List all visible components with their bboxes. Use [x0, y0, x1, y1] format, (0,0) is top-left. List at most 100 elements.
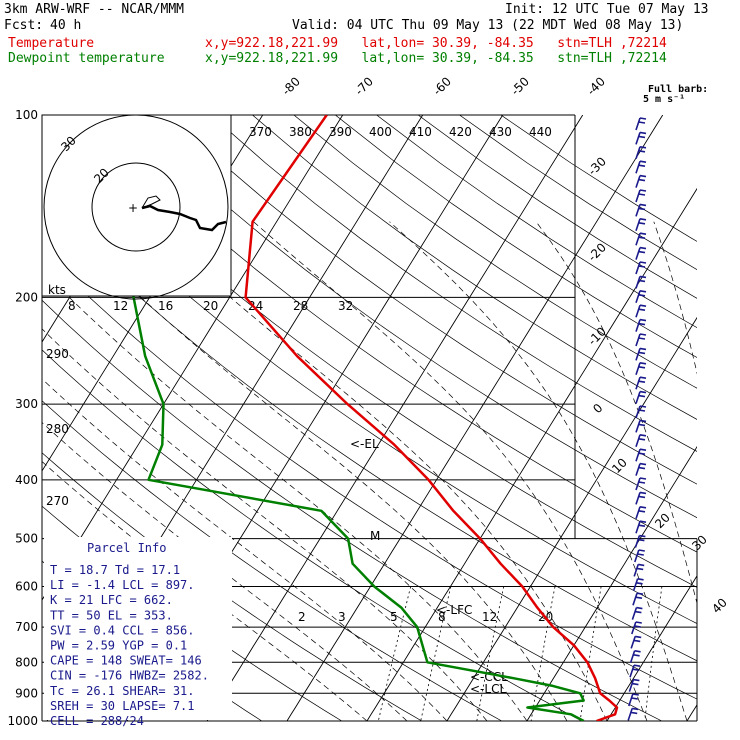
wind-barb-flag [639, 174, 647, 178]
wind-barb-flag [632, 668, 640, 671]
temperature-axis-label: 0 [590, 401, 605, 416]
annotation-label: <-CCL [470, 670, 508, 684]
isotherm-line [526, 445, 697, 721]
wind-barb-flag [639, 534, 646, 538]
dry-adiabat-line [293, 115, 697, 389]
temperature-axis-label: -20 [585, 240, 609, 264]
forecast-label: Fcst: [4, 18, 44, 33]
dewpoint-legend: Dewpoint temperature [8, 51, 165, 66]
wind-barb-flag [639, 218, 647, 221]
isotherm-line [446, 316, 697, 721]
wind-barb-staff [635, 333, 641, 347]
wind-barb-flag [639, 419, 647, 423]
hodograph-units: kts [48, 283, 66, 297]
pressure-tick-label: 300 [15, 397, 38, 411]
dry-adiabat-line [42, 400, 502, 721]
dry-adiabat-line [42, 156, 697, 624]
wind-barb-staff [635, 247, 641, 260]
wind-barb-flag [635, 582, 643, 585]
dry-adiabat-line [45, 115, 697, 588]
wind-barb-flag [639, 333, 647, 336]
mixing-ratio-line [476, 586, 505, 721]
moist-adiabat-line [42, 328, 488, 721]
wind-barb-flag [639, 275, 647, 279]
pressure-tick-label: 700 [15, 620, 38, 634]
wind-barb-staff [635, 520, 641, 534]
wind-barb-staff [635, 463, 641, 476]
wind-barb-flag [638, 250, 646, 254]
wind-barb-flag [639, 506, 647, 509]
wind-barb-staff [635, 189, 641, 203]
theta-label: 430 [489, 125, 512, 139]
wind-barb-flag [631, 682, 639, 686]
wind-barb-flag [638, 322, 646, 326]
wind-barb-staff [635, 420, 641, 433]
theta-label: 390 [329, 125, 352, 139]
temperature-axis-label: -50 [508, 74, 532, 98]
wind-barb-flag [637, 578, 644, 581]
hodograph-ring [91, 162, 181, 252]
isotherm-line [42, 115, 264, 472]
wind-barb-staff [631, 621, 637, 635]
mixing-ratio-label: 12 [482, 610, 497, 624]
temperature-axis-label: -70 [352, 74, 376, 98]
temperature-profile-line [244, 115, 619, 721]
wind-barb-flag [639, 290, 647, 293]
dewpoint-profile-line [131, 115, 585, 721]
wind-barb-staff [635, 506, 641, 520]
wind-barb-staff [635, 132, 641, 145]
wind-barb-flag [639, 347, 647, 351]
theta-left-label: 280 [46, 422, 69, 436]
theta-label: 440 [529, 125, 552, 139]
wind-barb-flag [639, 448, 647, 451]
dry-adiabat-line [42, 349, 582, 721]
theta-label: 400 [369, 125, 392, 139]
wind-barb-staff [635, 117, 641, 131]
wind-barb-staff [635, 232, 641, 246]
wind-barb-flag [638, 510, 646, 513]
mixing-ratio-label: 8 [438, 610, 446, 624]
wind-barb-staff [635, 146, 641, 160]
wind-barb-flag [638, 164, 646, 167]
wind-barb-staff [635, 319, 641, 332]
theta-label: 380 [289, 125, 312, 139]
moist-adiabat-line [42, 269, 528, 721]
wind-barb-staff [635, 276, 641, 289]
pressure-tick-label: 100 [15, 108, 38, 122]
wind-barb-flag [638, 207, 646, 211]
wind-barb-flag [638, 495, 646, 499]
wind-barb-flag [638, 549, 645, 552]
wind-barb-flag [639, 390, 647, 394]
hodograph-center-marker: + [128, 201, 138, 215]
moist-adiabat-line [253, 221, 648, 721]
wind-barb-flag [639, 304, 647, 307]
wind-barb-flag [638, 308, 646, 311]
moist-adiabat-line [62, 221, 568, 721]
wind-barb-flag [638, 366, 646, 369]
full-barb-label: Full barb: [648, 84, 709, 95]
wind-barb-staff [634, 535, 641, 548]
hodograph-ring [43, 114, 229, 300]
wind-barb-flag [638, 279, 646, 283]
wind-barb-flag [637, 553, 644, 556]
wind-barb-flag [636, 606, 643, 610]
wind-barb-flag [634, 650, 641, 653]
dry-adiabat-line [169, 115, 697, 485]
wind-barb-staff [635, 218, 641, 232]
wind-barb-flag [638, 409, 646, 412]
isotherm-line [206, 115, 584, 721]
wind-barb-flag [639, 362, 647, 365]
pressure-tick-label: 200 [15, 290, 38, 304]
wind-barb-flag [634, 625, 641, 628]
wind-barb-staff [635, 477, 641, 491]
pressure-tick-label: 900 [15, 686, 38, 700]
temperature-axis-label: -60 [430, 74, 454, 98]
wind-barb-flag [639, 146, 647, 149]
wind-barb-flag [635, 621, 642, 624]
wind-barb-flag [637, 538, 645, 542]
dry-adiabat-line [500, 115, 697, 242]
wind-barb-flag [639, 232, 647, 235]
moist-adiabat-line [42, 378, 448, 721]
wind-barb-flag [636, 592, 644, 595]
